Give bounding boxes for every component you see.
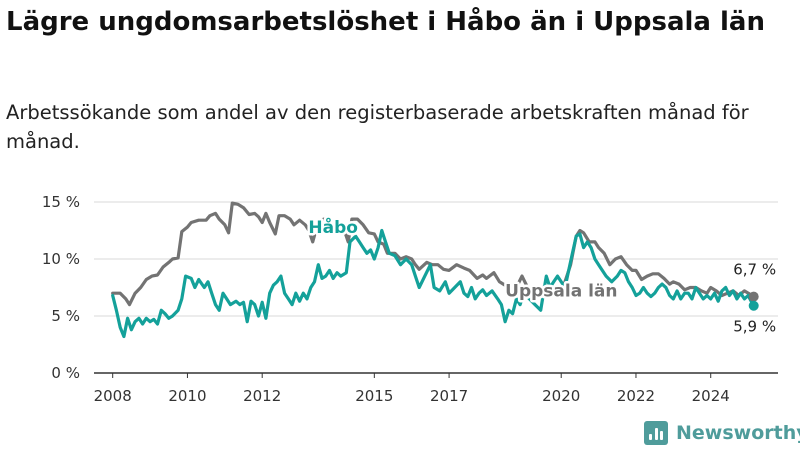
- x-tick-label: 2022: [617, 387, 655, 405]
- end-value-label: 6,7 %: [733, 261, 776, 279]
- series-label-halo: Uppsala län: [505, 282, 617, 302]
- x-tick-label: 2008: [94, 387, 132, 405]
- end-point-marker: [748, 291, 759, 302]
- x-tick-label: 2012: [243, 387, 281, 405]
- x-tick-label: 2017: [430, 387, 468, 405]
- y-tick-label: 10 %: [42, 250, 80, 268]
- series-label: Uppsala län: [505, 282, 617, 302]
- y-tick-label: 5 %: [51, 307, 80, 325]
- x-tick-label: 2010: [168, 387, 206, 405]
- x-tick-label: 2024: [692, 387, 730, 405]
- series-line-håbo: [111, 228, 756, 339]
- series-label: Håbo: [308, 216, 358, 238]
- newsworthy-logo: Newsworthy: [644, 418, 800, 448]
- bar-chart-icon: [644, 421, 668, 445]
- logo-text: Newsworthy: [676, 422, 800, 444]
- x-tick-label: 2020: [542, 387, 580, 405]
- end-value-label: 5,9 %: [733, 318, 776, 336]
- y-tick-label: 0 %: [51, 364, 80, 382]
- y-tick-label: 15 %: [42, 193, 80, 211]
- series-line-uppsala-län: [111, 201, 756, 307]
- chart-title: Lägre ungdomsarbetslöshet i Håbo än i Up…: [6, 7, 765, 37]
- chart-subtitle: Arbetssökande som andel av den registerb…: [6, 101, 749, 153]
- end-point-marker: [748, 300, 759, 311]
- series-label-halo: Håbo: [308, 216, 358, 238]
- x-tick-label: 2015: [355, 387, 393, 405]
